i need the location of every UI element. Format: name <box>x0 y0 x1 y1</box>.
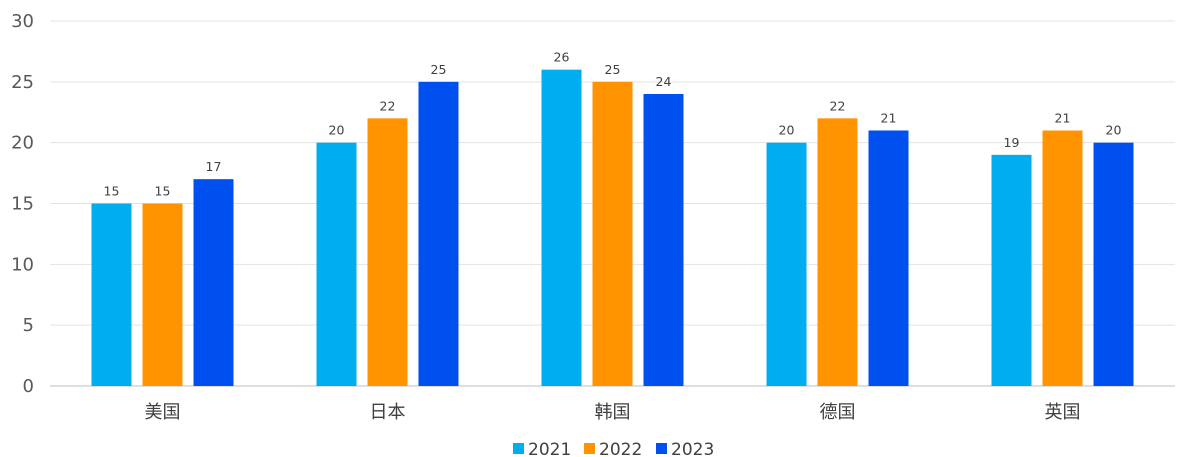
bar-2023-2 <box>643 94 684 386</box>
legend-swatch <box>513 443 524 454</box>
x-axis: 美国 日本 韩国 德国 英国 <box>145 402 1081 423</box>
data-label: 22 <box>830 98 846 113</box>
legend-label: 2021 <box>528 440 571 457</box>
x-tick-label: 英国 <box>1045 402 1081 423</box>
legend-item-2023: 2023 <box>656 440 714 457</box>
y-tick-label: 10 <box>11 254 34 275</box>
data-label: 25 <box>431 62 447 77</box>
bar-2021-0 <box>91 203 132 386</box>
data-label: 21 <box>881 111 897 126</box>
bar-2023-3 <box>868 130 909 386</box>
y-tick-label: 25 <box>11 72 34 93</box>
y-tick-label: 0 <box>23 376 34 397</box>
x-tick-label: 德国 <box>820 402 856 423</box>
data-label: 20 <box>1106 123 1122 138</box>
data-labels: 15 15 17 20 22 25 26 25 24 20 22 21 19 21 20 <box>104 50 1122 199</box>
x-tick-label: 韩国 <box>595 402 631 423</box>
data-label: 20 <box>779 123 795 138</box>
bar-2023-0 <box>193 179 234 386</box>
data-label: 24 <box>656 74 672 89</box>
bar-2023-4 <box>1093 142 1134 386</box>
data-label: 21 <box>1055 111 1071 126</box>
bar-2021-4 <box>991 154 1032 386</box>
bar-2022-2 <box>592 81 633 386</box>
bars <box>91 69 1134 387</box>
data-label: 20 <box>329 123 345 138</box>
legend-swatch <box>584 443 595 454</box>
bar-2022-0 <box>142 203 183 386</box>
legend-label: 2023 <box>671 440 714 457</box>
data-label: 15 <box>104 184 120 199</box>
bar-2022-3 <box>817 118 858 386</box>
y-tick-label: 15 <box>11 194 34 215</box>
data-label: 15 <box>155 184 171 199</box>
legend-item-2021: 2021 <box>513 440 571 457</box>
data-label: 17 <box>206 159 222 174</box>
x-tick-label: 日本 <box>370 402 406 423</box>
y-tick-label: 30 <box>11 11 34 32</box>
y-axis: 0 5 10 15 20 25 30 <box>11 11 34 397</box>
x-tick-label: 美国 <box>145 402 181 423</box>
y-tick-label: 20 <box>11 133 34 154</box>
data-label: 25 <box>605 62 621 77</box>
legend-label: 2022 <box>599 440 642 457</box>
data-label: 26 <box>554 50 570 65</box>
data-label: 19 <box>1004 135 1020 150</box>
bar-2023-1 <box>418 81 459 386</box>
bar-2022-4 <box>1042 130 1083 386</box>
legend: 2021 2022 2023 <box>513 440 714 457</box>
bar-2021-3 <box>766 142 807 386</box>
y-tick-label: 5 <box>23 315 34 336</box>
bar-2022-1 <box>367 118 408 386</box>
data-label: 22 <box>380 98 396 113</box>
bar-2021-2 <box>541 69 582 387</box>
legend-item-2022: 2022 <box>584 440 642 457</box>
legend-swatch <box>656 443 667 454</box>
bar-2021-1 <box>316 142 357 386</box>
